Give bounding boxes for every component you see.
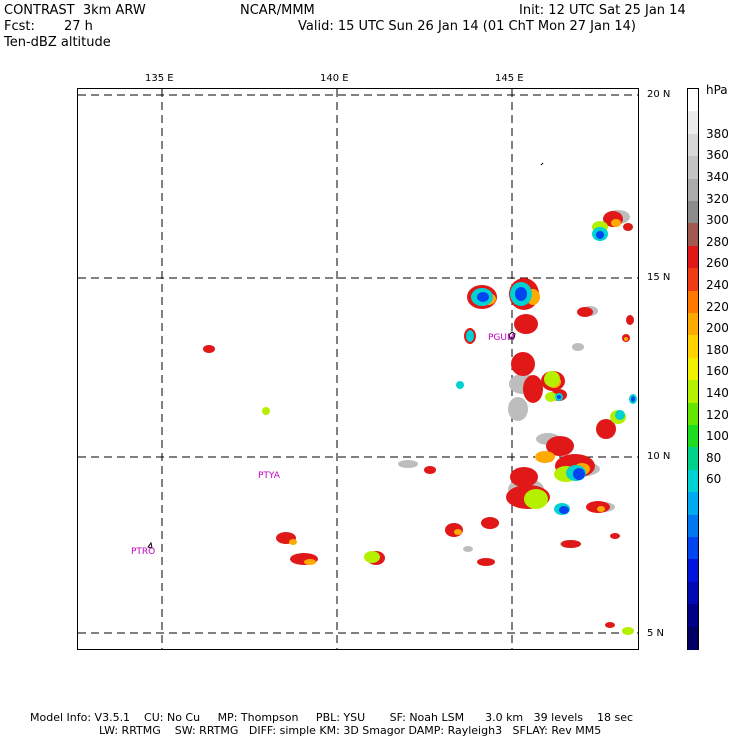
colorbar-segment (688, 402, 698, 426)
colorbar-segment (688, 268, 698, 292)
colorbar-segment (688, 380, 698, 404)
echo-orange-areas (289, 219, 628, 565)
model-info-line2: LW: RRTMG SW: RRTMG DIFF: simple KM: 3D … (99, 724, 602, 737)
colorbar-label: 380 (706, 126, 729, 141)
colorbar-segment (688, 133, 698, 157)
echo-red-areas (203, 211, 634, 628)
colorbar-label: 100 (706, 429, 729, 444)
echo-cyan-areas (456, 227, 637, 515)
colorbar-segment (688, 111, 698, 135)
colorbar-unit: hPa (706, 83, 728, 97)
colorbar-label: 200 (706, 321, 729, 336)
lon-label-145: 145 E (495, 73, 524, 84)
colorbar-segment (688, 581, 698, 605)
colorbar-label: 340 (706, 170, 729, 184)
lon-label-140: 140 E (320, 73, 349, 84)
valid-time: Valid: 15 UTC Sun 26 Jan 14 (01 ChT Mon … (298, 19, 636, 34)
station-ptro: PTRO (131, 547, 156, 557)
colorbar-label: 180 (706, 342, 729, 357)
colorbar-label: 240 (706, 278, 729, 292)
echo-blue-areas (477, 231, 635, 514)
lat-label-20: 20 N (647, 89, 671, 100)
colorbar-segment (688, 447, 698, 471)
colorbar-label: 80 (706, 450, 722, 465)
colorbar-segment (688, 313, 698, 336)
colorbar-segment (688, 537, 698, 560)
island-coastline (540, 162, 544, 166)
colorbar-segment (688, 626, 698, 650)
model-info-line1: Model Info: V3.5.1 CU: No Cu MP: Thompso… (30, 711, 634, 724)
field-name: Ten-dBZ altitude (4, 35, 111, 50)
model-title: CONTRAST 3km ARW (4, 3, 146, 18)
colorbar-segment (688, 425, 698, 448)
lat-label-10: 10 N (647, 451, 671, 462)
colorbar-segment (688, 604, 698, 628)
palau-coastline (147, 541, 153, 549)
colorbar-label: 140 (706, 386, 729, 400)
colorbar-label: 300 (706, 213, 729, 228)
colorbar-segment (688, 178, 698, 202)
colorbar-label: 120 (706, 407, 729, 422)
colorbar-label: 160 (706, 364, 729, 379)
colorbar-segment (688, 469, 698, 493)
forecast-label: Fcst: (4, 19, 35, 34)
init-time: Init: 12 UTC Sat 25 Jan 14 (519, 3, 686, 18)
map-graphics (78, 89, 638, 649)
lat-label-15: 15 N (647, 272, 671, 283)
colorbar-label: 360 (706, 148, 729, 163)
lon-label-135: 135 E (145, 73, 174, 84)
colorbar-segment (688, 156, 698, 180)
colorbar-segment (688, 201, 698, 224)
colorbar (687, 88, 699, 650)
station-pgum: PGUM (488, 333, 515, 343)
lat-label-5: 5 N (647, 628, 665, 639)
colorbar-label: 60 (706, 472, 722, 487)
colorbar-label: 280 (706, 234, 729, 249)
colorbar-segment (688, 89, 698, 112)
map-panel: PGUM PTYA PTRO (77, 88, 639, 650)
colorbar-label: 320 (706, 191, 729, 206)
colorbar-label: 220 (706, 299, 729, 314)
colorbar-segment (688, 514, 698, 538)
forecast-hours: 27 h (64, 19, 93, 34)
graticule (78, 89, 638, 649)
colorbar-segment (688, 357, 698, 381)
echo-green-areas (262, 221, 634, 635)
colorbar-segment (688, 223, 698, 247)
colorbar-segment (688, 559, 698, 583)
colorbar-segment (688, 245, 698, 269)
colorbar-segment (688, 492, 698, 516)
colorbar-segment (688, 335, 698, 359)
center-name: NCAR/MMM (240, 3, 315, 18)
colorbar-segment (688, 290, 698, 314)
colorbar-label: 260 (706, 256, 729, 271)
guam-coastline (508, 331, 516, 340)
station-ptya: PTYA (258, 471, 280, 481)
coastlines (147, 162, 544, 549)
